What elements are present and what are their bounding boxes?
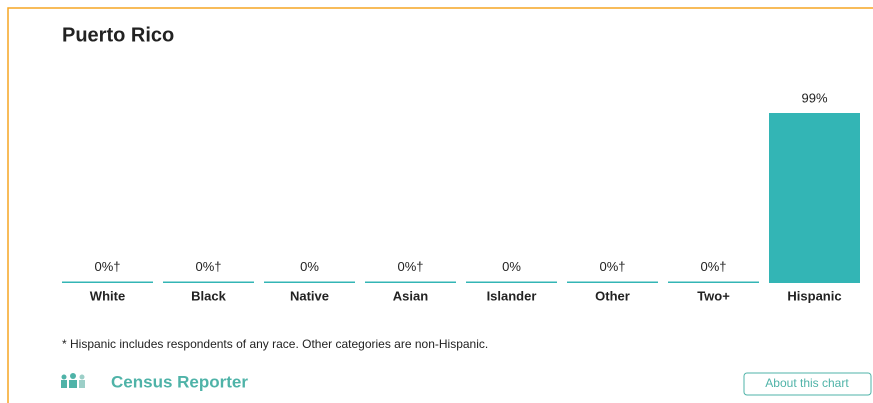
about-button-label[interactable]: About this chart (765, 376, 849, 390)
frame (7, 7, 873, 403)
bar (365, 281, 456, 283)
bar (62, 281, 153, 283)
bar (466, 281, 557, 283)
value-label: 0%† (195, 259, 221, 274)
category-label: Black (191, 288, 226, 303)
value-label: 0%† (397, 259, 423, 274)
bar (567, 281, 658, 283)
category-label: Asian (393, 288, 428, 303)
chart-title: Puerto Rico (62, 24, 174, 46)
category-label: Native (290, 288, 329, 303)
category-label: White (90, 288, 125, 303)
bar (264, 281, 355, 283)
value-label: 0% (502, 259, 521, 274)
category-label: Two+ (697, 288, 730, 303)
category-label: Other (595, 288, 630, 303)
value-label: 0%† (700, 259, 726, 274)
value-label: 0%† (94, 259, 120, 274)
category-label: Islander (487, 288, 537, 303)
bar (163, 281, 254, 283)
category-label: Hispanic (787, 288, 841, 303)
value-label: 0%† (599, 259, 625, 274)
about-button[interactable] (743, 372, 872, 396)
brand: Census Reporter (111, 372, 248, 391)
note: * Hispanic includes respondents of any r… (62, 337, 488, 351)
bar (769, 113, 860, 283)
value-label: 99% (801, 90, 827, 105)
bar (668, 281, 759, 283)
value-label: 0% (300, 259, 319, 274)
logo-icon (61, 373, 85, 388)
